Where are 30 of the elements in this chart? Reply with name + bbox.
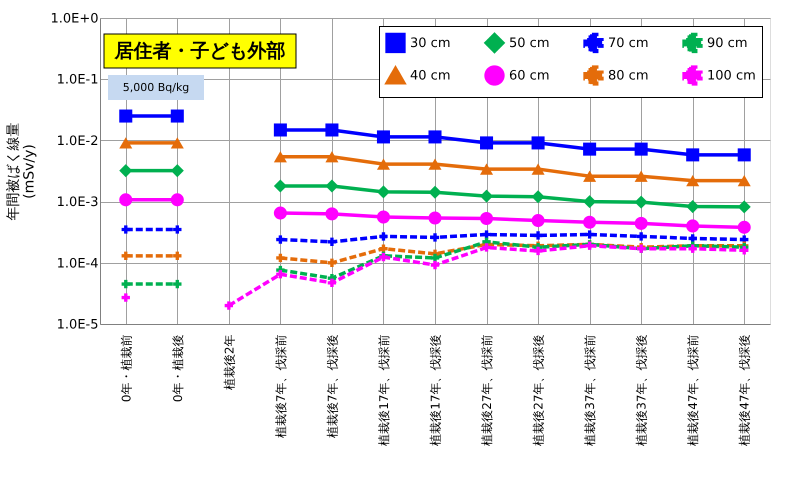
legend-label: 80 cm xyxy=(608,68,648,84)
x-tick-label: 植栽後37年、伐採後 xyxy=(634,334,649,446)
legend-label: 30 cm xyxy=(410,36,450,51)
x-tick-label: 植栽後7年、伐採後 xyxy=(325,334,340,438)
x-tick-label: 植栽後2年 xyxy=(222,334,236,390)
x-tick-label: 植栽後37年、伐採前 xyxy=(583,334,598,446)
legend-label: 70 cm xyxy=(608,36,648,51)
legend-label: 60 cm xyxy=(509,68,550,84)
legend-label: 40 cm xyxy=(410,68,450,84)
x-tick-label: 0年・植栽後 xyxy=(170,334,185,402)
annotation: 5,000 Bq/kg xyxy=(122,81,190,94)
x-tick-label: 植栽後47年、伐採後 xyxy=(738,334,752,446)
y-tick-label: 1.0E-4 xyxy=(56,256,98,272)
y-tick-label: 1.0E-2 xyxy=(56,134,98,149)
text: 居住者・子ども外部 xyxy=(114,40,286,62)
y-tick-label: 1.0E+0 xyxy=(50,12,98,26)
x-tick-label: 0年・植栽前 xyxy=(119,334,134,402)
y-tick-label: 1.0E-3 xyxy=(56,195,98,210)
legend-label: 90 cm xyxy=(707,36,748,51)
legend-label: 100 cm xyxy=(707,68,756,84)
x-tick-label: 植栽後27年、伐採前 xyxy=(480,334,494,446)
x-tick-label: 植栽後17年、伐採後 xyxy=(428,334,442,446)
legend-label: 50 cm xyxy=(509,36,550,51)
y-tick-label: 1.0E-1 xyxy=(56,72,98,88)
y-axis-title: 年間被ばく線量 (mSv/y) xyxy=(5,122,38,220)
x-tick-label: 植栽後47年、伐採前 xyxy=(686,334,700,446)
x-tick-label: 植栽後17年、伐採前 xyxy=(376,334,391,446)
x-tick-label: 植栽後27年、伐採後 xyxy=(532,334,546,446)
x-tick-label: 植栽後7年、伐採前 xyxy=(274,334,288,438)
y-tick-label: 1.0E-5 xyxy=(56,318,98,332)
